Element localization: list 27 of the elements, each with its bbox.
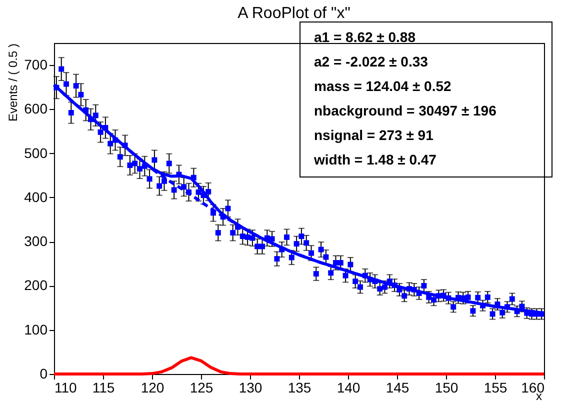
x-tick-label: 145 xyxy=(386,380,410,396)
line-series xyxy=(52,356,546,376)
y-tick-label: 600 xyxy=(24,100,48,117)
y-tick-label: 400 xyxy=(24,188,48,205)
chart-title: A RooPlot of "x" xyxy=(238,5,350,22)
x-tick-label: 150 xyxy=(434,380,458,396)
y-axis-title: Events / ( 0.5 ) xyxy=(6,44,20,122)
x-tick-label: 130 xyxy=(238,380,262,396)
x-tick-label: 120 xyxy=(140,380,164,396)
annotation: a1 = 8.62 ± 0.88 xyxy=(314,29,416,45)
x-tick-label: 115 xyxy=(92,380,115,396)
y-tick-label: 0 xyxy=(40,366,48,382)
y-tick-label: 500 xyxy=(24,144,48,161)
y-tick-label: 200 xyxy=(24,277,48,294)
x-tick-label: 140 xyxy=(336,380,360,396)
y-tick-label: 300 xyxy=(24,233,48,250)
x-tick-label: 155 xyxy=(484,380,508,396)
annotation: nsignal = 273 ± 91 xyxy=(314,127,434,143)
x-tick-label: 110 xyxy=(54,380,78,396)
annotation: a2 = -2.022 ± 0.33 xyxy=(314,54,428,70)
annotation: width = 1.48 ± 0.47 xyxy=(313,152,437,168)
y-tick-label: 100 xyxy=(24,321,48,338)
x-tick-label: 125 xyxy=(190,380,214,396)
x-tick-label: 135 xyxy=(288,380,312,396)
y-tick-label: 700 xyxy=(24,56,48,73)
annotation: mass = 124.04 ± 0.52 xyxy=(314,78,452,94)
annotation: nbackground = 30497 ± 196 xyxy=(314,102,497,118)
